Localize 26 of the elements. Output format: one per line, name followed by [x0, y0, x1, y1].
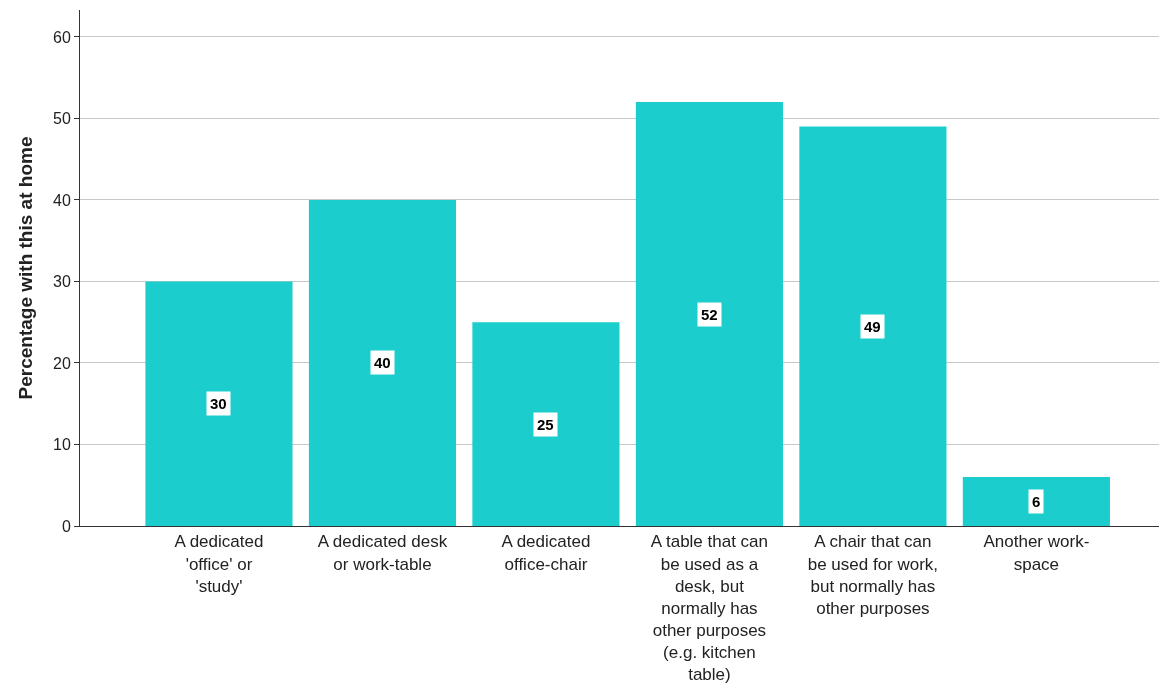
data-label: 52: [701, 306, 718, 323]
y-tick-label: 50: [53, 110, 71, 128]
y-tick-label: 40: [53, 191, 71, 209]
bar: [308, 199, 457, 526]
bar: [799, 126, 947, 526]
bar: [962, 477, 1110, 526]
x-tick-label: A dedicated office-chair: [501, 532, 591, 574]
data-label: 25: [537, 416, 554, 433]
y-tick-label: 10: [53, 436, 71, 454]
bar: [145, 281, 293, 526]
x-tick-label: A dedicated desk or work-table: [317, 532, 448, 574]
y-tick-label: 0: [61, 517, 71, 535]
y-tick-label: 60: [53, 28, 71, 46]
data-label: 49: [864, 318, 881, 335]
x-tick-label: A dedicated 'office' or 'study': [174, 532, 264, 596]
bar: [635, 102, 783, 526]
data-label: 6: [1032, 493, 1041, 510]
data-label: 30: [210, 395, 227, 412]
x-tick-label: Another work-space: [983, 532, 1090, 574]
bar: [472, 322, 620, 526]
x-tick-label: A chair that can be used for work, but normally has other purposes: [807, 532, 939, 618]
y-tick-label: 20: [53, 354, 71, 372]
x-tick-label: A table that can be used as a desk, but normally has other purposes (e.g. kitchen table): [650, 532, 769, 684]
y-tick-label: 30: [53, 273, 71, 291]
y-axis-title: Percentage with this at home: [14, 136, 36, 400]
data-label: 40: [374, 354, 391, 371]
